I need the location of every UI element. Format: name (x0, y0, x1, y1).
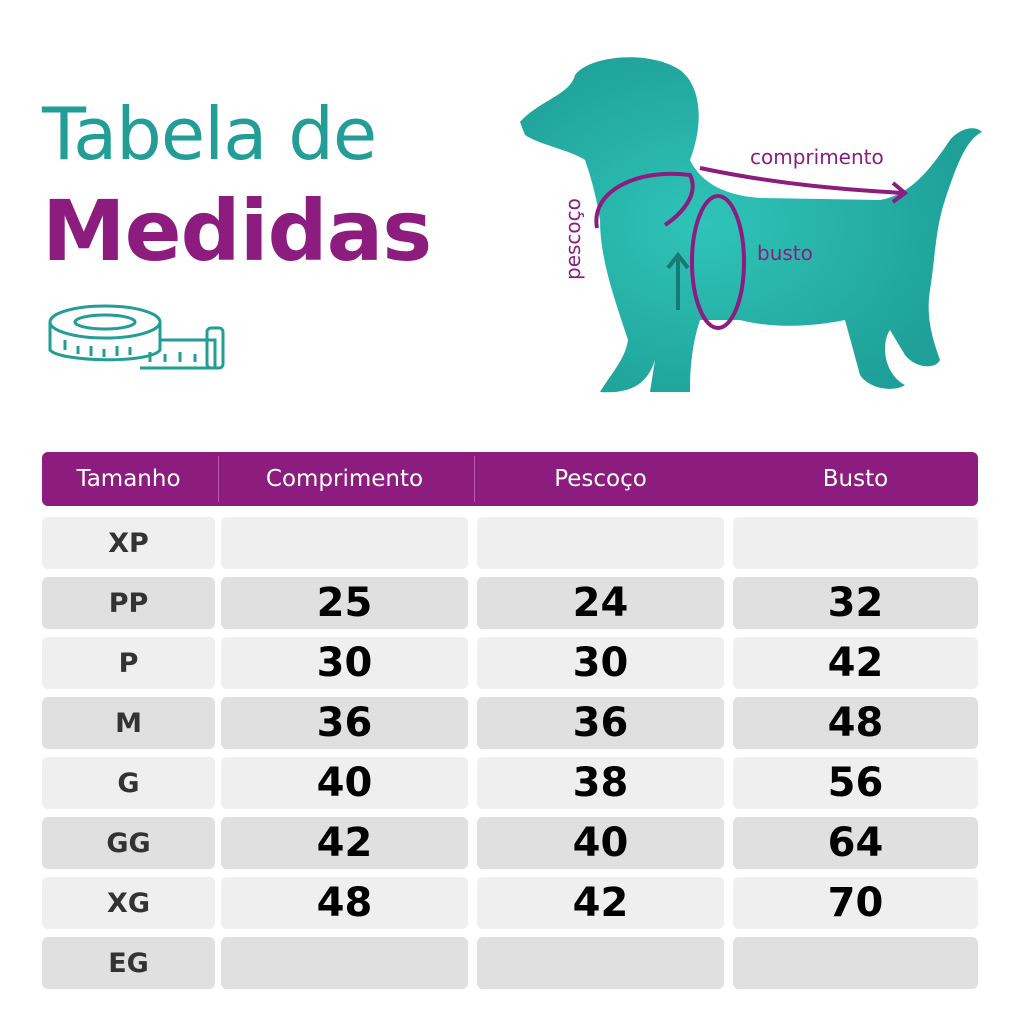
value-cell: 40 (221, 757, 468, 809)
header-divider (474, 456, 475, 502)
size-cell: GG (42, 817, 215, 869)
label-length: comprimento (750, 145, 884, 169)
value-cell: 36 (477, 697, 724, 749)
value-cell (733, 937, 978, 989)
size-cell: XP (42, 517, 215, 569)
value-cell: 24 (477, 577, 724, 629)
value-cell: 70 (733, 877, 978, 929)
header-bar (42, 452, 978, 506)
dog (520, 57, 982, 393)
value-cell: 48 (221, 877, 468, 929)
value-cell: 40 (477, 817, 724, 869)
value-cell: 48 (733, 697, 978, 749)
value-cell: 56 (733, 757, 978, 809)
value-cell (733, 517, 978, 569)
measure-lines (594, 166, 909, 330)
size-cell: PP (42, 577, 215, 629)
column-header: Tamanho (76, 466, 181, 492)
value-cell (221, 517, 468, 569)
size-cell: XG (42, 877, 215, 929)
value-cell: 42 (733, 637, 978, 689)
arrow (666, 251, 690, 310)
value-cell: 42 (477, 877, 724, 929)
tape-icon (48, 304, 225, 370)
value-cell (221, 937, 468, 989)
value-cell: 36 (221, 697, 468, 749)
size-cell: P (42, 637, 215, 689)
size-cell: M (42, 697, 215, 749)
label-chest: busto (757, 241, 813, 265)
size-cell: EG (42, 937, 215, 989)
column-header: Busto (822, 466, 889, 492)
value-cell: 30 (221, 637, 468, 689)
value-cell (477, 517, 724, 569)
title-line1: Tabela de (42, 92, 377, 176)
value-cell: 32 (733, 577, 978, 629)
illustration: comprimento busto pescoço (48, 57, 982, 393)
column-header: Pescoço (554, 466, 647, 492)
value-cell: 30 (477, 637, 724, 689)
value-cell: 64 (733, 817, 978, 869)
header-divider (218, 456, 219, 502)
value-cell: 42 (221, 817, 468, 869)
label-neck: pescoço (561, 198, 585, 280)
value-cell: 38 (477, 757, 724, 809)
value-cell: 25 (221, 577, 468, 629)
size-cell: G (42, 757, 215, 809)
column-header: Comprimento (265, 466, 424, 492)
title-line2: Medidas (42, 182, 432, 280)
value-cell (477, 937, 724, 989)
